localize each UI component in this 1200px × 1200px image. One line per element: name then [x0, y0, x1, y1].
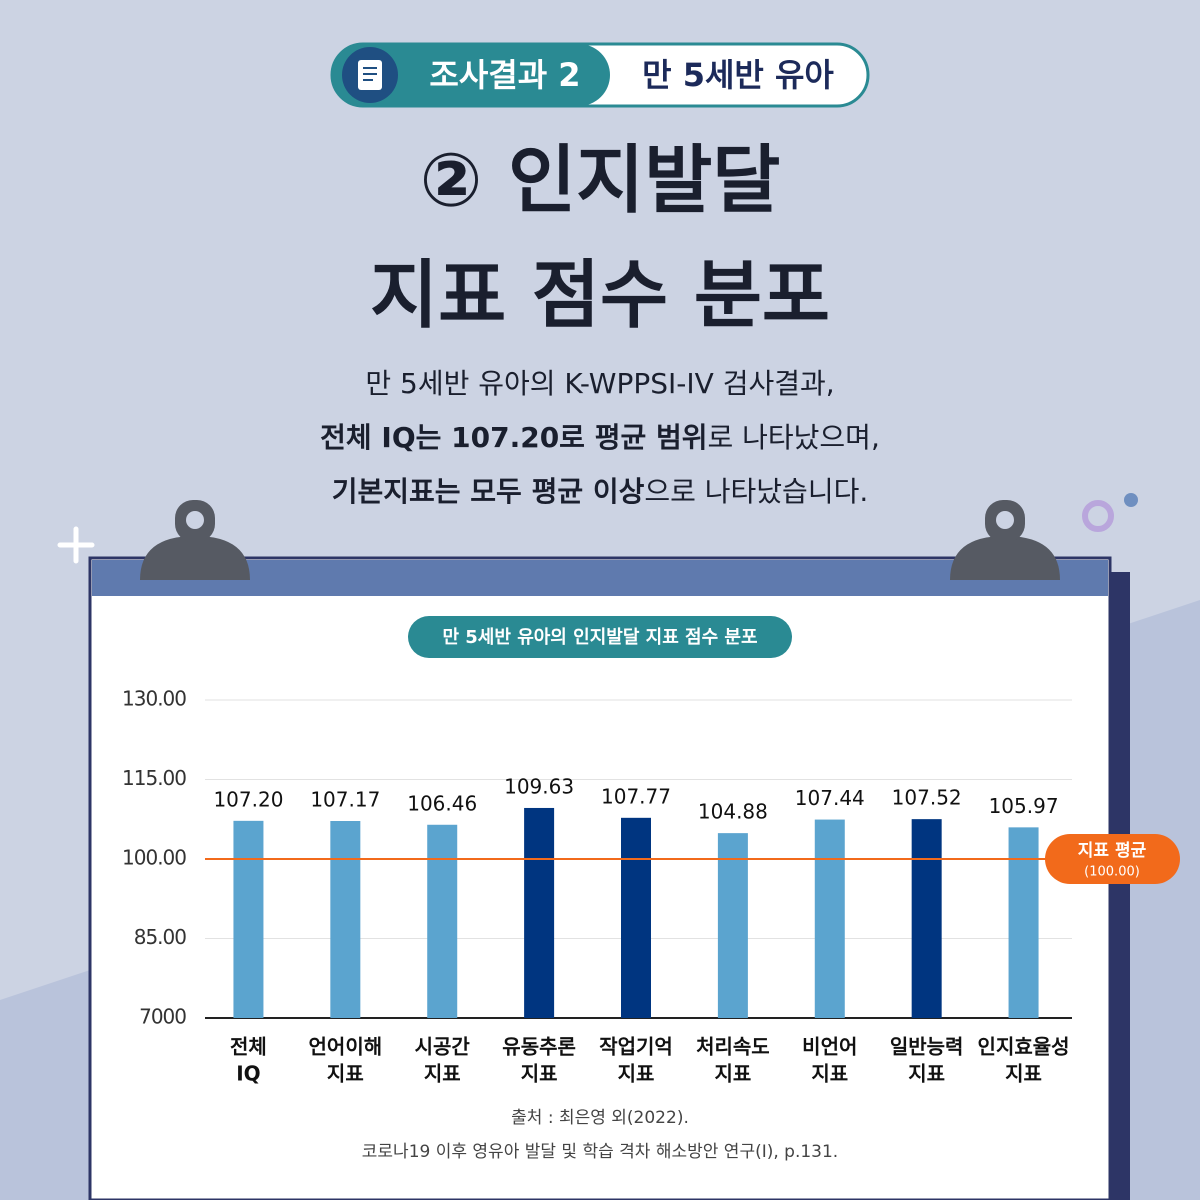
badge-label: 조사결과 2: [429, 56, 580, 94]
value-label: 107.44: [795, 786, 865, 810]
title-line: ② 인지발달: [420, 138, 781, 224]
x-tick-label: 지표: [1005, 1062, 1042, 1086]
value-label: 107.77: [601, 784, 671, 808]
x-tick-label: 언어이해: [309, 1035, 383, 1059]
description-line: 만 5세반 유아의 K-WPPSI-IV 검사결과,: [365, 367, 834, 400]
clip-body: [140, 536, 250, 580]
reference-value-label: (100.00): [1084, 865, 1140, 880]
badge-fill: [332, 44, 610, 106]
y-tick-label: 130.00: [122, 687, 186, 711]
bar: [330, 820, 361, 1018]
value-label: 106.46: [407, 791, 477, 815]
description-segment: 만 5세반 유아의 K-WPPSI-IV 검사결과,: [365, 367, 834, 400]
description-line: 전체 IQ는 107.20로 평균 범위로 나타났으며,: [320, 421, 880, 454]
description-segment: 으로 나타났습니다.: [644, 475, 868, 508]
ring-deco: [1082, 500, 1114, 532]
y-tick-label: 85.00: [134, 925, 187, 949]
reference-label: 지표 평균: [1078, 841, 1147, 861]
plus-deco: [57, 526, 95, 564]
x-tick-label: 인지효율성: [978, 1035, 1070, 1059]
x-tick-label: 처리속도: [696, 1035, 770, 1059]
description-line: 기본지표는 모두 평균 이상으로 나타났습니다.: [332, 475, 869, 508]
x-tick-label: 지표: [618, 1062, 655, 1086]
x-tick-label: IQ: [236, 1062, 260, 1086]
bar: [1008, 827, 1039, 1018]
badge-tag: 만 5세반 유아: [642, 56, 834, 94]
bar: [427, 824, 458, 1018]
value-label: 107.17: [310, 787, 380, 811]
source: 출처 : 최은영 외(2022).: [511, 1108, 689, 1128]
description-segment: 전체 IQ는 107.20로 평균 범위: [320, 421, 707, 454]
clip: [140, 500, 1060, 580]
badge-icon-lines: [363, 67, 377, 81]
plot: 7000 85.00 100.00 115.00 130.00 107.20 전체 IQ 107…: [122, 687, 1180, 1162]
x-tick-label: 지표: [424, 1062, 461, 1086]
x-tick-label: 지표: [521, 1062, 558, 1086]
dot-deco: [1124, 493, 1138, 507]
x-tick-label: 지표: [714, 1062, 751, 1086]
y-tick-label: 115.00: [122, 766, 186, 790]
bar: [717, 833, 748, 1018]
x-tick-label: 지표: [327, 1062, 364, 1086]
bar: [814, 819, 845, 1018]
value-label: 105.97: [989, 794, 1059, 818]
x-tick-label: 지표: [908, 1062, 945, 1086]
value-label: 109.63: [504, 774, 574, 798]
source: 코로나19 이후 영유아 발달 및 학습 격차 해소방안 연구(Ⅰ), p.13…: [362, 1142, 838, 1162]
x-tick-label: 비언어: [802, 1035, 857, 1059]
board-top: [92, 560, 1108, 596]
clip-hole: [996, 511, 1014, 529]
clip-body: [950, 536, 1060, 580]
value-label: 104.88: [698, 800, 768, 824]
title-line: 지표 점수 분포: [370, 253, 830, 339]
value-label: 107.20: [213, 787, 283, 811]
clip-hole: [186, 511, 204, 529]
x-tick-label: 유동추론: [502, 1035, 576, 1059]
bar: [524, 807, 555, 1018]
x-tick-label: 시공간: [415, 1035, 471, 1059]
reference-pill: [1045, 834, 1180, 884]
chart-title-pill: [408, 616, 792, 658]
description-segment: 로 나타났으며,: [707, 421, 879, 454]
x-tick-label: 작업기억: [599, 1035, 673, 1059]
chart-title: 만 5세반 유아의 인지발달 지표 점수 분포: [442, 627, 757, 648]
bar: [911, 819, 942, 1018]
x-tick-label: 일반능력: [890, 1035, 964, 1059]
x-tick-label: 지표: [811, 1062, 848, 1086]
x-tick-label: 전체: [230, 1035, 267, 1059]
board-shadow: [1108, 572, 1130, 1200]
bar: [621, 817, 651, 1018]
y-tick-label: 100.00: [122, 846, 186, 870]
description: 만 5세반 유아의 K-WPPSI-IV 검사결과, 전체 IQ는 107.20로…: [320, 367, 880, 508]
y-tick-label: 7000: [139, 1005, 186, 1029]
value-label: 107.52: [892, 786, 962, 810]
description-segment: 기본지표는 모두 평균 이상: [332, 475, 645, 508]
bar: [233, 820, 264, 1018]
